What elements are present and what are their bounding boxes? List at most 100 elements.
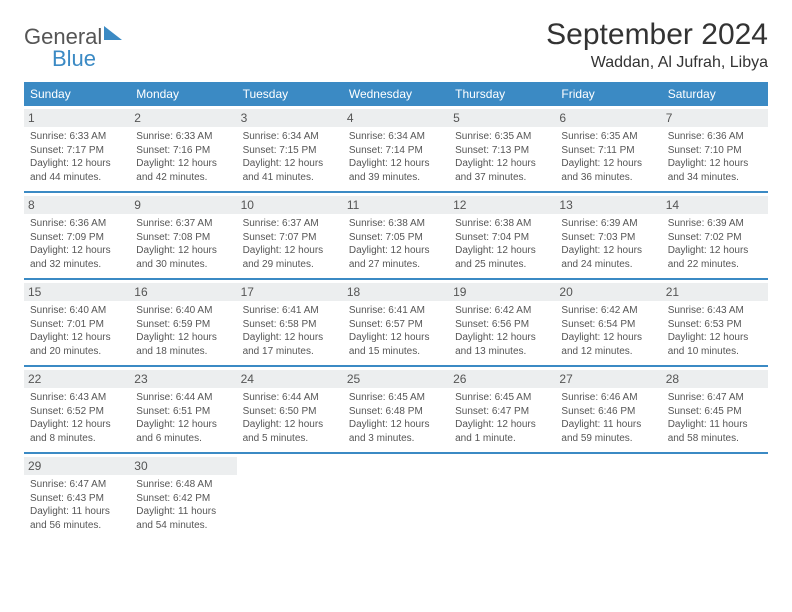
sunset-text: Sunset: 7:08 PM	[136, 231, 230, 245]
calendar-day: 6Sunrise: 6:35 AMSunset: 7:11 PMDaylight…	[555, 106, 661, 191]
day-number: 3	[237, 109, 343, 127]
logo-word2: Blue	[24, 46, 122, 72]
calendar-day-empty	[662, 454, 768, 539]
day-number: 11	[343, 196, 449, 214]
daylight-text-1: Daylight: 12 hours	[561, 331, 655, 345]
calendar-day: 13Sunrise: 6:39 AMSunset: 7:03 PMDayligh…	[555, 193, 661, 278]
calendar-day: 14Sunrise: 6:39 AMSunset: 7:02 PMDayligh…	[662, 193, 768, 278]
dow-thursday: Thursday	[449, 82, 555, 106]
daylight-text-1: Daylight: 12 hours	[243, 244, 337, 258]
daylight-text-2: and 3 minutes.	[349, 432, 443, 446]
sunset-text: Sunset: 6:47 PM	[455, 405, 549, 419]
calendar-page: GeneralBlue September 2024 Waddan, Al Ju…	[0, 0, 792, 557]
daylight-text-2: and 15 minutes.	[349, 345, 443, 359]
sunrise-text: Sunrise: 6:33 AM	[136, 130, 230, 144]
calendar-day: 5Sunrise: 6:35 AMSunset: 7:13 PMDaylight…	[449, 106, 555, 191]
calendar-week: 8Sunrise: 6:36 AMSunset: 7:09 PMDaylight…	[24, 193, 768, 278]
sunset-text: Sunset: 7:04 PM	[455, 231, 549, 245]
sunset-text: Sunset: 6:52 PM	[30, 405, 124, 419]
daylight-text-1: Daylight: 12 hours	[455, 331, 549, 345]
sunrise-text: Sunrise: 6:43 AM	[668, 304, 762, 318]
sunset-text: Sunset: 7:07 PM	[243, 231, 337, 245]
daylight-text-2: and 37 minutes.	[455, 171, 549, 185]
daylight-text-2: and 34 minutes.	[668, 171, 762, 185]
sunrise-text: Sunrise: 6:47 AM	[668, 391, 762, 405]
sunset-text: Sunset: 7:14 PM	[349, 144, 443, 158]
calendar-day: 23Sunrise: 6:44 AMSunset: 6:51 PMDayligh…	[130, 367, 236, 452]
day-number: 30	[130, 457, 236, 475]
sunset-text: Sunset: 6:54 PM	[561, 318, 655, 332]
calendar-day: 7Sunrise: 6:36 AMSunset: 7:10 PMDaylight…	[662, 106, 768, 191]
daylight-text-1: Daylight: 12 hours	[136, 157, 230, 171]
page-header: GeneralBlue September 2024 Waddan, Al Ju…	[24, 18, 768, 72]
day-number: 19	[449, 283, 555, 301]
sunset-text: Sunset: 6:51 PM	[136, 405, 230, 419]
calendar-day: 20Sunrise: 6:42 AMSunset: 6:54 PMDayligh…	[555, 280, 661, 365]
daylight-text-1: Daylight: 12 hours	[668, 244, 762, 258]
dow-wednesday: Wednesday	[343, 82, 449, 106]
sunrise-text: Sunrise: 6:34 AM	[243, 130, 337, 144]
day-number: 18	[343, 283, 449, 301]
logo: GeneralBlue	[24, 18, 122, 72]
sunset-text: Sunset: 7:15 PM	[243, 144, 337, 158]
daylight-text-2: and 42 minutes.	[136, 171, 230, 185]
daylight-text-2: and 27 minutes.	[349, 258, 443, 272]
sunset-text: Sunset: 7:16 PM	[136, 144, 230, 158]
calendar-day-empty	[343, 454, 449, 539]
calendar-day: 22Sunrise: 6:43 AMSunset: 6:52 PMDayligh…	[24, 367, 130, 452]
day-number: 28	[662, 370, 768, 388]
calendar-day: 1Sunrise: 6:33 AMSunset: 7:17 PMDaylight…	[24, 106, 130, 191]
day-number: 24	[237, 370, 343, 388]
calendar-week: 15Sunrise: 6:40 AMSunset: 7:01 PMDayligh…	[24, 280, 768, 365]
day-number: 5	[449, 109, 555, 127]
sunrise-text: Sunrise: 6:42 AM	[561, 304, 655, 318]
sunrise-text: Sunrise: 6:36 AM	[668, 130, 762, 144]
daylight-text-2: and 36 minutes.	[561, 171, 655, 185]
sunset-text: Sunset: 6:50 PM	[243, 405, 337, 419]
daylight-text-1: Daylight: 12 hours	[668, 157, 762, 171]
dow-tuesday: Tuesday	[237, 82, 343, 106]
daylight-text-2: and 1 minute.	[455, 432, 549, 446]
calendar-day: 10Sunrise: 6:37 AMSunset: 7:07 PMDayligh…	[237, 193, 343, 278]
sunset-text: Sunset: 6:43 PM	[30, 492, 124, 506]
day-number: 26	[449, 370, 555, 388]
sunset-text: Sunset: 6:53 PM	[668, 318, 762, 332]
sunrise-text: Sunrise: 6:37 AM	[243, 217, 337, 231]
sunset-text: Sunset: 6:59 PM	[136, 318, 230, 332]
daylight-text-1: Daylight: 12 hours	[349, 418, 443, 432]
sunset-text: Sunset: 7:01 PM	[30, 318, 124, 332]
day-number: 12	[449, 196, 555, 214]
sunset-text: Sunset: 7:02 PM	[668, 231, 762, 245]
sunrise-text: Sunrise: 6:42 AM	[455, 304, 549, 318]
day-number: 7	[662, 109, 768, 127]
day-number: 29	[24, 457, 130, 475]
daylight-text-2: and 29 minutes.	[243, 258, 337, 272]
calendar-day: 26Sunrise: 6:45 AMSunset: 6:47 PMDayligh…	[449, 367, 555, 452]
daylight-text-2: and 59 minutes.	[561, 432, 655, 446]
daylight-text-1: Daylight: 12 hours	[243, 331, 337, 345]
sunrise-text: Sunrise: 6:41 AM	[243, 304, 337, 318]
dow-sunday: Sunday	[24, 82, 130, 106]
calendar-day: 3Sunrise: 6:34 AMSunset: 7:15 PMDaylight…	[237, 106, 343, 191]
dow-saturday: Saturday	[662, 82, 768, 106]
day-number: 22	[24, 370, 130, 388]
day-number: 2	[130, 109, 236, 127]
day-number: 1	[24, 109, 130, 127]
calendar-day: 12Sunrise: 6:38 AMSunset: 7:04 PMDayligh…	[449, 193, 555, 278]
calendar-day: 21Sunrise: 6:43 AMSunset: 6:53 PMDayligh…	[662, 280, 768, 365]
calendar-body: 1Sunrise: 6:33 AMSunset: 7:17 PMDaylight…	[24, 106, 768, 539]
sunrise-text: Sunrise: 6:33 AM	[30, 130, 124, 144]
daylight-text-2: and 20 minutes.	[30, 345, 124, 359]
calendar-day: 27Sunrise: 6:46 AMSunset: 6:46 PMDayligh…	[555, 367, 661, 452]
sunrise-text: Sunrise: 6:35 AM	[455, 130, 549, 144]
sunset-text: Sunset: 7:05 PM	[349, 231, 443, 245]
daylight-text-1: Daylight: 12 hours	[136, 331, 230, 345]
calendar-week: 29Sunrise: 6:47 AMSunset: 6:43 PMDayligh…	[24, 454, 768, 539]
sunset-text: Sunset: 6:58 PM	[243, 318, 337, 332]
calendar-day-empty	[555, 454, 661, 539]
sunrise-text: Sunrise: 6:45 AM	[455, 391, 549, 405]
daylight-text-2: and 17 minutes.	[243, 345, 337, 359]
daylight-text-2: and 22 minutes.	[668, 258, 762, 272]
daylight-text-1: Daylight: 12 hours	[30, 244, 124, 258]
daylight-text-2: and 5 minutes.	[243, 432, 337, 446]
